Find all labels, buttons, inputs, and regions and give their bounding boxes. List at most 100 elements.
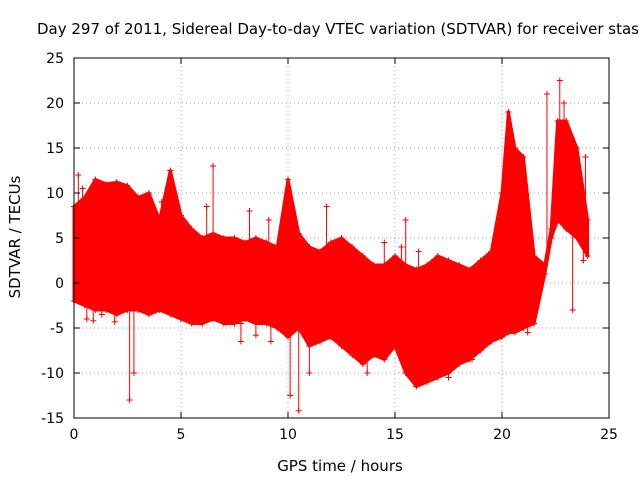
data-point — [145, 311, 152, 318]
outlier-point — [509, 325, 516, 331]
data-point — [456, 262, 463, 268]
data-point — [145, 190, 152, 196]
x-tick-label: 20 — [493, 427, 511, 443]
outlier-point — [98, 311, 105, 318]
data-point — [548, 226, 555, 232]
x-tick-label: 5 — [177, 427, 186, 443]
outlier-point — [364, 370, 371, 376]
data-point — [488, 248, 495, 255]
data-point — [554, 217, 561, 223]
outlier-point — [499, 253, 505, 259]
x-tick-label: 0 — [70, 427, 79, 443]
outlier-point — [445, 374, 452, 381]
x-tick-label: 25 — [600, 427, 618, 443]
outlier-point — [210, 163, 217, 169]
data-point — [434, 253, 441, 259]
outlier-point — [252, 332, 259, 339]
data-point — [520, 325, 527, 331]
data-point — [434, 374, 441, 381]
outlier-point — [561, 100, 568, 106]
data-point — [199, 235, 206, 241]
data-point — [135, 307, 142, 313]
data-point — [370, 352, 377, 358]
data-point — [220, 320, 227, 327]
data-point — [520, 154, 527, 160]
data-point — [156, 307, 163, 313]
data-point — [541, 271, 548, 277]
y-tick-label: 0 — [55, 276, 64, 292]
outlier-point — [306, 370, 313, 376]
data-point — [92, 176, 99, 183]
data-point — [327, 239, 334, 246]
data-point — [466, 266, 473, 273]
data-point — [167, 167, 174, 174]
data-point — [317, 338, 324, 345]
data-point — [392, 253, 398, 259]
data-point — [477, 257, 484, 264]
outlier-point — [569, 307, 576, 313]
outlier-point — [90, 317, 97, 324]
y-tick-label: 25 — [46, 51, 64, 67]
data-point — [295, 230, 302, 237]
data-point — [359, 361, 366, 367]
data-point — [338, 235, 345, 241]
sdtvar-band — [72, 110, 590, 388]
data-point — [424, 262, 431, 268]
data-point — [338, 343, 345, 349]
data-point — [124, 182, 131, 189]
data-point — [511, 329, 518, 336]
data-point — [573, 145, 580, 151]
outlier-point — [75, 172, 82, 178]
outlier-point — [323, 203, 330, 210]
data-point — [445, 257, 452, 264]
data-point — [274, 325, 281, 331]
outlier-point — [267, 338, 274, 345]
outlier-point — [524, 329, 531, 336]
data-point — [263, 320, 270, 327]
outlier-point — [556, 77, 563, 84]
data-point — [563, 226, 570, 232]
y-tick-label: 5 — [55, 231, 64, 247]
y-tick-label: 10 — [46, 186, 64, 202]
data-point — [188, 320, 195, 327]
outlier-point — [265, 217, 272, 223]
outlier-point — [402, 217, 409, 223]
outlier-point — [582, 154, 589, 160]
data-point — [103, 181, 110, 187]
data-point — [327, 334, 334, 340]
outlier-point — [381, 239, 388, 246]
data-point — [317, 248, 324, 255]
sdtvar-series — [71, 77, 591, 414]
outlier-point — [580, 257, 587, 264]
data-point — [499, 334, 505, 340]
outlier-point — [287, 392, 294, 399]
data-point — [370, 262, 377, 268]
x-tick-label: 15 — [386, 427, 404, 443]
y-tick-labels: -15 -10 -5 0 5 10 15 20 25 — [41, 51, 64, 427]
data-point — [392, 343, 398, 349]
data-point — [285, 176, 291, 183]
outlier-point — [83, 316, 90, 322]
data-point — [548, 235, 555, 241]
data-point — [505, 329, 512, 336]
data-point — [167, 311, 174, 318]
x-tick-labels: 0 5 10 15 20 25 — [70, 427, 618, 443]
outlier-point — [79, 185, 86, 192]
data-point — [511, 145, 518, 151]
outlier-point — [469, 356, 476, 363]
data-point — [349, 244, 356, 250]
data-point — [584, 217, 591, 223]
y-tick-label: 15 — [46, 141, 64, 157]
data-point — [242, 316, 249, 322]
data-point — [103, 307, 110, 313]
data-point — [531, 253, 538, 259]
data-point — [584, 253, 591, 259]
outlier-point — [543, 91, 550, 97]
x-tick-label: 10 — [279, 427, 297, 443]
data-point — [424, 379, 431, 385]
data-point — [252, 235, 259, 241]
outlier-point — [237, 338, 244, 345]
y-tick-label: 20 — [46, 96, 64, 112]
outlier-point — [295, 407, 302, 414]
data-point — [188, 226, 195, 232]
